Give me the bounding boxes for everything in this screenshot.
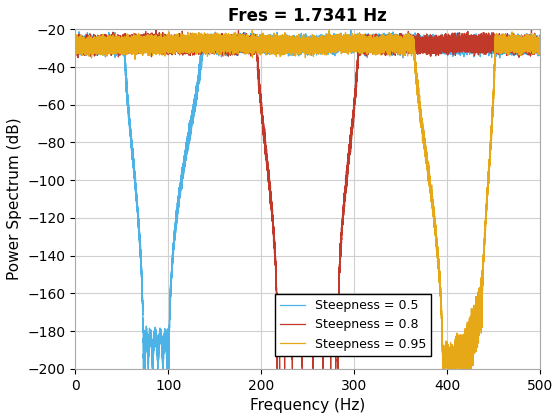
- Steepness = 0.95: [104, 41, 110, 46]
- Steepness = 0.8: [417, 45, 423, 50]
- Steepness = 0.95: [184, 41, 190, 46]
- Line: Steepness = 0.95: Steepness = 0.95: [76, 30, 540, 369]
- Steepness = 0.95: [250, 40, 256, 45]
- Line: Steepness = 0.8: Steepness = 0.8: [76, 30, 540, 369]
- Steepness = 0.95: [72, 49, 79, 54]
- Steepness = 0.5: [140, 366, 147, 371]
- Steepness = 0.8: [152, 27, 159, 32]
- Y-axis label: Power Spectrum (dB): Power Spectrum (dB): [7, 118, 22, 280]
- Steepness = 0.95: [536, 45, 543, 50]
- Title: Fres = 1.7341 Hz: Fres = 1.7341 Hz: [228, 7, 387, 25]
- Steepness = 0.5: [250, 44, 256, 49]
- Steepness = 0.8: [274, 366, 281, 371]
- Steepness = 0.8: [184, 42, 190, 47]
- Steepness = 0.5: [348, 28, 354, 33]
- Steepness = 0.5: [104, 39, 110, 45]
- Steepness = 0.8: [352, 95, 358, 100]
- Steepness = 0.5: [352, 33, 358, 38]
- Steepness = 0.8: [250, 45, 256, 50]
- Steepness = 0.5: [184, 140, 190, 145]
- Steepness = 0.95: [249, 27, 255, 32]
- Steepness = 0.95: [324, 40, 331, 45]
- Steepness = 0.5: [324, 38, 331, 43]
- Steepness = 0.5: [72, 44, 79, 49]
- Steepness = 0.8: [536, 42, 543, 47]
- Steepness = 0.8: [104, 44, 110, 49]
- Steepness = 0.8: [324, 306, 331, 311]
- Steepness = 0.95: [417, 114, 423, 119]
- Steepness = 0.5: [417, 39, 423, 44]
- X-axis label: Frequency (Hz): Frequency (Hz): [250, 398, 365, 413]
- Line: Steepness = 0.5: Steepness = 0.5: [76, 30, 540, 369]
- Steepness = 0.95: [352, 40, 358, 45]
- Steepness = 0.95: [440, 366, 446, 371]
- Steepness = 0.5: [536, 44, 543, 49]
- Steepness = 0.8: [72, 45, 79, 50]
- Legend: Steepness = 0.5, Steepness = 0.8, Steepness = 0.95: Steepness = 0.5, Steepness = 0.8, Steepn…: [275, 294, 431, 356]
